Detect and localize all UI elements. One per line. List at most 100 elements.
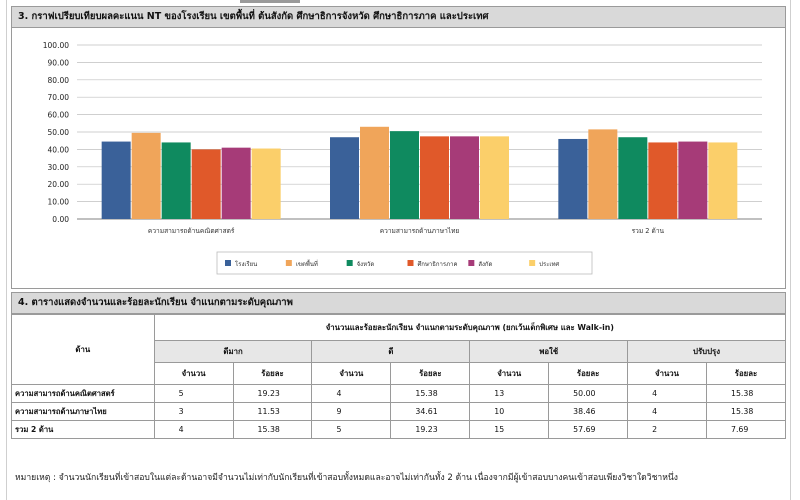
table-cell: 57.69 — [548, 420, 629, 439]
table-cell: 19.23 — [232, 384, 313, 403]
table-cell: 4 — [627, 402, 707, 421]
table-cell: 11.53 — [232, 402, 313, 421]
sub-header-percent: ร้อยละ — [232, 362, 313, 385]
table-cell: 7.69 — [705, 420, 787, 439]
legend-swatch — [225, 260, 231, 266]
bar-0-5 — [251, 148, 281, 219]
table-cell: 9 — [311, 402, 392, 421]
row-label: ความสามารถด้านคณิตศาสตร์ — [11, 384, 155, 403]
y-tick-label: 70.00 — [48, 93, 70, 102]
table-cell: 5 — [311, 420, 392, 439]
x-category-label: ความสามารถด้านคณิตศาสตร์ — [148, 227, 235, 235]
bar-2-4 — [678, 141, 708, 219]
table-footnote: หมายเหตุ : จำนวนนักเรียนที่เข้าสอบในแต่ล… — [15, 473, 678, 483]
legend-swatch — [285, 260, 292, 266]
table-cell: 50.00 — [548, 384, 629, 403]
quality-level-table: ด้าน จำนวนและร้อยละนักเรียน จำแนกตามระดั… — [11, 314, 787, 439]
bar-2-0 — [558, 138, 588, 219]
bar-1-4 — [450, 136, 479, 219]
legend-swatch — [468, 260, 475, 266]
x-category-label: รวม 2 ด้าน — [632, 227, 665, 235]
group-header: จำนวนและร้อยละนักเรียน จำแนกตามระดับคุณภ… — [153, 314, 787, 341]
y-tick-label: 20.00 — [48, 180, 70, 189]
y-tick-label: 0.00 — [52, 215, 69, 224]
table-cell: 15.38 — [390, 384, 471, 403]
table-cell: 5 — [153, 384, 234, 403]
table-cell: 15.38 — [705, 402, 787, 421]
y-tick-label: 80.00 — [48, 76, 70, 85]
bar-2-1 — [588, 129, 618, 219]
row-label: ความสามารถด้านภาษาไทย — [11, 402, 155, 421]
table-cell: 4 — [627, 384, 707, 403]
bar-0-4 — [221, 147, 251, 219]
legend-swatch — [529, 260, 536, 266]
chart-canvas: 0.00 10.00 20.00 30.00 40.00 50.00 60.00 70.00 8… — [43, 41, 762, 275]
table-cell: 4 — [311, 384, 392, 403]
bar-0-3 — [191, 149, 221, 219]
row-label: รวม 2 ด้าน — [11, 420, 155, 439]
top-rule — [240, 0, 300, 3]
level-header-good: ดี — [311, 340, 471, 363]
y-tick-label: 90.00 — [48, 58, 70, 67]
legend-label: เขตพื้นที่ — [296, 258, 318, 268]
table-cell: 15.38 — [232, 420, 313, 439]
bar-2-2 — [618, 137, 648, 219]
legend-label: ศึกษาธิการภาค — [417, 261, 457, 268]
legend-label: สังกัด — [478, 261, 492, 268]
table-cell: 13 — [469, 384, 550, 403]
legend-box — [216, 251, 593, 275]
level-header-fair: พอใช้ — [469, 340, 629, 363]
table-row: ความสามารถด้านภาษาไทย 3 11.53 9 34.61 10… — [11, 402, 787, 421]
table-cell: 10 — [469, 402, 550, 421]
bar-2-5 — [708, 142, 738, 219]
table-cell: 3 — [153, 402, 234, 421]
y-tick-label: 50.00 — [48, 128, 70, 137]
bar-0-0 — [101, 141, 131, 219]
y-tick-label: 60.00 — [48, 111, 70, 120]
table-cell: 15 — [469, 420, 550, 439]
legend-label: โรงเรียน — [235, 260, 257, 268]
y-tick-label: 30.00 — [48, 163, 70, 172]
bar-0-1 — [131, 132, 161, 219]
bar-1-5 — [480, 136, 509, 219]
table-cell: 34.61 — [390, 402, 471, 421]
table-row: รวม 2 ด้าน 4 15.38 5 19.23 15 57.69 2 7.… — [11, 420, 787, 439]
bar-0-2 — [161, 142, 191, 219]
bar-1-1 — [360, 126, 389, 219]
section-4-heading: 4. ตารางแสดงจำนวนและร้อยละนักเรียน จำแนก… — [11, 292, 786, 314]
table-cell: 19.23 — [390, 420, 471, 439]
y-tick-label: 40.00 — [48, 145, 70, 154]
y-tick-label: 10.00 — [48, 198, 70, 207]
sub-header-count: จำนวน — [469, 362, 550, 385]
level-header-excellent: ดีมาก — [153, 340, 313, 363]
left-border-line — [6, 0, 7, 500]
corner-header: ด้าน — [11, 314, 155, 385]
sub-header-percent: ร้อยละ — [548, 362, 629, 385]
table-cell: 4 — [153, 420, 234, 439]
comparison-bar-chart: 0.00 10.00 20.00 30.00 40.00 50.00 60.00 70.00 8… — [11, 27, 786, 289]
bar-1-2 — [390, 131, 419, 219]
sub-header-count: จำนวน — [627, 362, 707, 385]
sub-header-count: จำนวน — [311, 362, 392, 385]
right-border-line — [790, 0, 791, 500]
sub-header-percent: ร้อยละ — [705, 362, 787, 385]
sub-header-count: จำนวน — [153, 362, 234, 385]
bar-1-0 — [330, 137, 359, 219]
table-cell: 38.46 — [548, 402, 629, 421]
y-tick-label: 100.00 — [43, 41, 69, 50]
level-header-improve: ปรับปรุง — [627, 340, 786, 363]
bar-2-3 — [648, 142, 678, 219]
legend-swatch — [346, 260, 353, 266]
table-cell: 15.38 — [705, 384, 787, 403]
table-row: ความสามารถด้านคณิตศาสตร์ 5 19.23 4 15.38… — [11, 384, 787, 403]
bar-1-3 — [420, 136, 449, 219]
legend-swatch — [407, 260, 414, 266]
x-category-label: ความสามารถด้านภาษาไทย — [380, 227, 460, 235]
section-3-heading: 3. กราฟเปรียบเทียบผลคะแนน NT ของโรงเรียน… — [11, 6, 786, 28]
legend-label: จังหวัด — [357, 261, 375, 268]
quality-level-table-wrapper: ด้าน จำนวนและร้อยละนักเรียน จำแนกตามระดั… — [11, 314, 787, 439]
sub-header-percent: ร้อยละ — [390, 362, 471, 385]
table-cell: 2 — [627, 420, 707, 439]
legend-label: ประเทศ — [539, 261, 559, 268]
